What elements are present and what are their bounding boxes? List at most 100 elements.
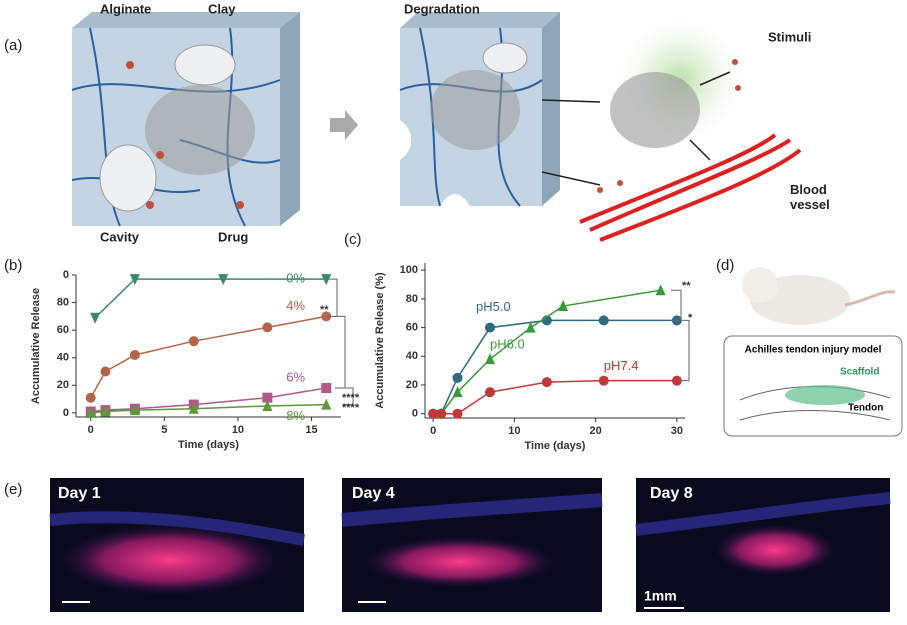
significance-bracket: [343, 387, 354, 406]
marker: [188, 336, 199, 347]
marker: [485, 387, 495, 398]
y-tick-label: 60: [406, 321, 418, 333]
marker: [321, 383, 332, 394]
marker: [85, 392, 96, 403]
marker: [428, 408, 439, 419]
series-label: pH6.0: [490, 337, 525, 352]
schematic-label: Clay: [208, 1, 236, 16]
marker: [436, 408, 447, 419]
annotation: **: [682, 280, 691, 292]
panel-label: (d): [716, 257, 734, 274]
y-tick-label: 80: [57, 296, 69, 308]
series-label: 6%: [286, 369, 305, 384]
schematic-label: Drug: [218, 229, 248, 244]
marker: [485, 322, 495, 333]
annotation: ****: [342, 392, 360, 404]
panel-label: (b): [4, 257, 22, 274]
x-tick-label: 0: [88, 424, 94, 436]
x-tick-label: 0: [430, 425, 436, 437]
image-label: Day 4: [352, 485, 395, 502]
y-tick-label: 100: [400, 264, 418, 276]
marker: [598, 375, 609, 386]
schematic-label: Cavity: [100, 229, 140, 244]
marker: [541, 377, 552, 388]
x-tick-label: 15: [305, 424, 317, 436]
schematic-label-text: Blood vessel: [790, 182, 830, 212]
y-tick-label: 0: [63, 269, 69, 281]
significance-bracket: [327, 278, 338, 317]
marker: [90, 312, 101, 324]
x-tick-label: 10: [508, 425, 520, 437]
y-axis-label: Accumulative Release: [30, 288, 42, 404]
series-line: [433, 289, 661, 415]
image-label: Day 1: [58, 485, 101, 502]
marker: [85, 406, 96, 418]
marker: [452, 372, 463, 383]
schematic-label: Blood vessel: [790, 182, 830, 212]
marker: [671, 375, 682, 386]
significance-bracket: [679, 319, 690, 382]
y-tick-label: 60: [57, 324, 69, 336]
marker: [655, 284, 666, 296]
series-label: pH5.0: [476, 299, 511, 314]
marker: [485, 353, 495, 365]
marker: [129, 404, 140, 416]
image-label: Day 8: [650, 485, 693, 502]
marker: [262, 399, 273, 411]
series-line: [433, 319, 677, 415]
y-axis-label: Accumulative Release (%): [374, 272, 386, 409]
significance-bracket: [335, 315, 346, 389]
x-axis-label: Time (days): [178, 439, 239, 451]
marker: [129, 274, 140, 286]
marker: [598, 315, 609, 326]
marker: [100, 366, 111, 377]
y-tick-label: 80: [406, 293, 418, 305]
marker: [452, 408, 463, 419]
model-title: Achilles tendon injury model: [745, 345, 882, 356]
marker: [262, 392, 273, 403]
y-tick-label: 0: [412, 408, 418, 420]
model-label: Scaffold: [840, 367, 879, 378]
series-label: 0%: [286, 271, 305, 286]
marker: [321, 311, 332, 322]
annotation: ****: [342, 402, 360, 414]
series-label: pH7.4: [604, 358, 639, 373]
marker: [129, 349, 140, 360]
y-tick-label: 20: [57, 379, 69, 391]
series-label: 4%: [286, 298, 305, 313]
x-tick-label: 20: [590, 425, 602, 437]
marker: [321, 274, 332, 286]
schematic: [71, 12, 802, 242]
model-illustration: [723, 267, 903, 437]
schematic-label: Degradation: [404, 1, 480, 16]
series-line: [90, 315, 327, 399]
series-label: 8%: [286, 408, 305, 423]
scale-label: 1mm: [644, 588, 677, 604]
marker: [100, 405, 111, 417]
fluorescence-images: [49, 478, 891, 612]
marker: [262, 322, 273, 333]
schematic-label: Alginate: [100, 1, 151, 16]
marker: [188, 402, 199, 414]
x-tick-label: 10: [232, 424, 244, 436]
y-tick-label: 20: [406, 379, 418, 391]
marker: [525, 321, 536, 333]
series-line: [94, 278, 327, 319]
panel-label: (e): [4, 481, 22, 498]
marker: [321, 398, 332, 410]
x-axis-label: Time (days): [525, 440, 586, 452]
y-tick-label: 0: [63, 407, 69, 419]
annotation: **: [320, 304, 329, 316]
panel-label: (a): [4, 37, 22, 54]
marker: [558, 300, 569, 312]
x-tick-label: 5: [161, 424, 167, 436]
significance-bracket: [671, 289, 682, 321]
y-tick-label: 40: [57, 352, 69, 364]
series-line: [433, 379, 677, 415]
schematic-label: Stimuli: [768, 29, 811, 44]
marker: [452, 386, 463, 398]
x-tick-label: 30: [671, 425, 683, 437]
panel-label: (c): [344, 231, 362, 248]
y-tick-label: 40: [406, 350, 418, 362]
